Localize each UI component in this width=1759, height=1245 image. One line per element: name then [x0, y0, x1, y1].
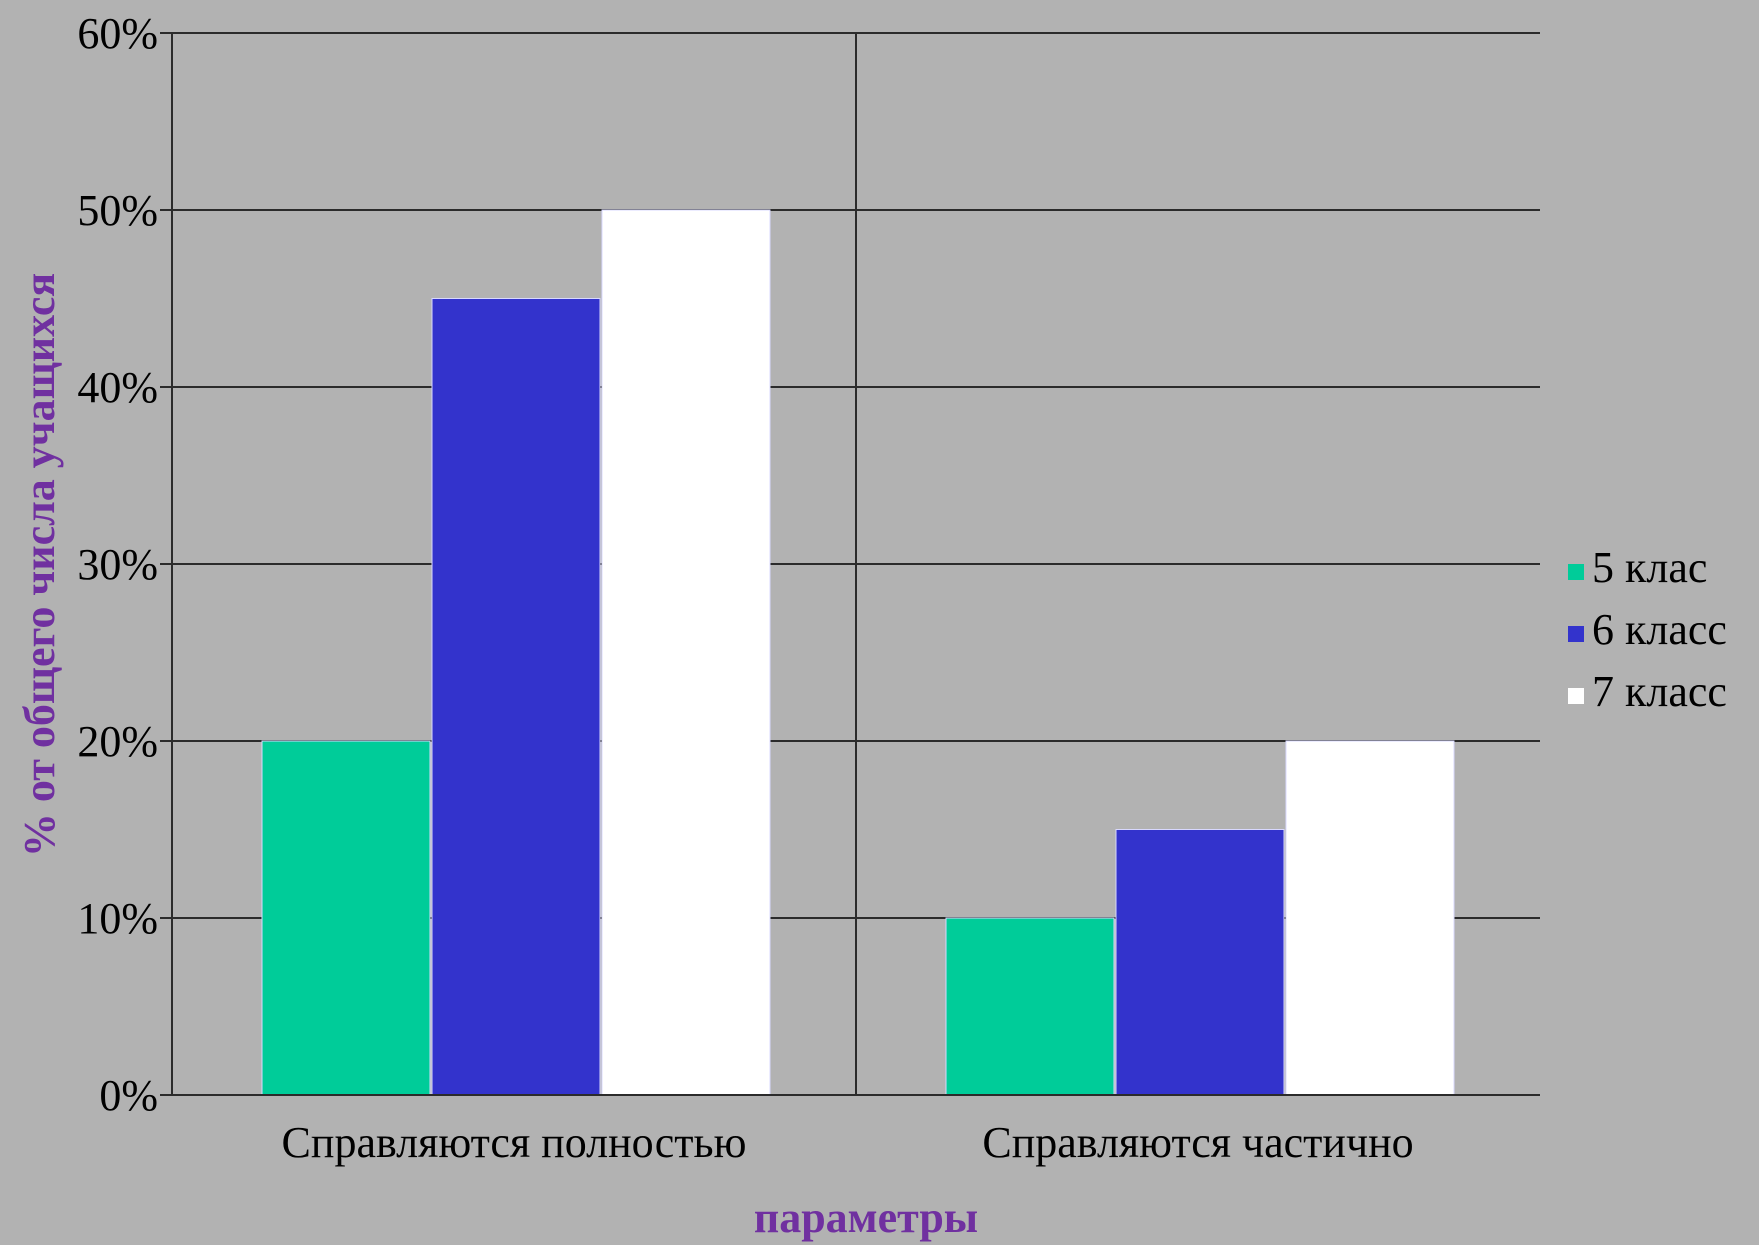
bar: [431, 298, 601, 1096]
legend-swatch: [1568, 626, 1584, 642]
legend-swatch: [1568, 564, 1584, 580]
bar: [945, 917, 1115, 1096]
legend: 5 клас 6 класс 7 класс: [1568, 543, 1727, 716]
x-category-label: Справляются полностью: [282, 1118, 747, 1167]
y-tick-label: 60%: [77, 9, 158, 58]
y-axis-title: % от общего числа учащихся: [15, 273, 64, 857]
legend-label: 7 класс: [1592, 667, 1727, 716]
y-tick-label: 20%: [77, 717, 158, 766]
bar: [261, 740, 431, 1096]
axes: [171, 33, 1540, 1096]
bar: [601, 209, 771, 1096]
x-axis-title: параметры: [754, 1193, 978, 1242]
bar: [1285, 740, 1455, 1096]
legend-label: 5 клас: [1592, 543, 1707, 592]
bar: [1115, 829, 1285, 1096]
legend-label: 6 класс: [1592, 605, 1727, 654]
y-tick-label: 0%: [99, 1071, 158, 1120]
y-tick-labels: 0% 10% 20% 30% 40% 50% 60%: [77, 9, 158, 1120]
x-category-label: Справляются частично: [982, 1118, 1413, 1167]
y-tick-label: 50%: [77, 186, 158, 235]
y-tick-label: 10%: [77, 894, 158, 943]
y-tick-label: 40%: [77, 363, 158, 412]
x-category-labels: Справляются полностью Справляются частичн…: [282, 1118, 1414, 1167]
y-tick-label: 30%: [77, 540, 158, 589]
bars: [261, 209, 1455, 1096]
legend-swatch: [1568, 688, 1584, 704]
